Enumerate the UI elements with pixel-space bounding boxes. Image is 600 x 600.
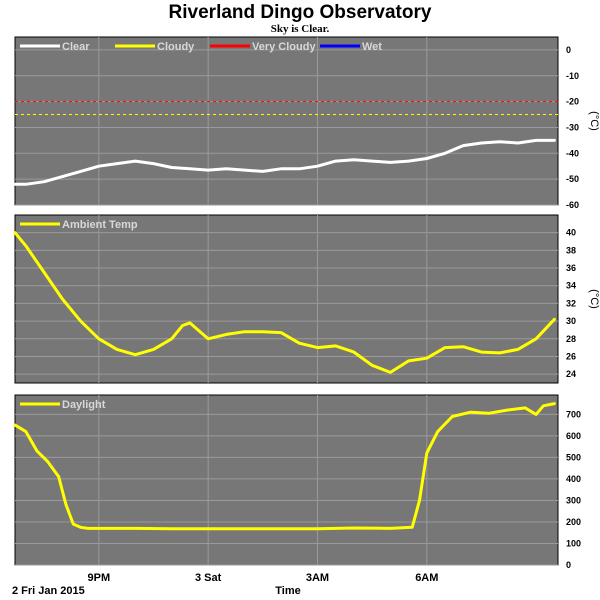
x-date-label: 2 Fri Jan 2015: [12, 585, 85, 597]
y-axis-unit: (°C): [588, 289, 600, 309]
y-tick-label: 300: [566, 495, 581, 505]
y-tick-label: 34: [566, 281, 576, 291]
legend-label: Daylight: [62, 399, 106, 411]
legend-label: Ambient Temp: [62, 219, 138, 231]
chart-title: Riverland Dingo Observatory: [169, 2, 432, 23]
chart-panels: 0 -10 -20 -30 -40 -50 -60 (°C) Clear Cloudy Very C…: [13, 36, 600, 570]
panel-background: [14, 394, 559, 566]
y-tick-label: 30: [566, 316, 576, 326]
legend-label: Clear: [62, 41, 90, 53]
x-axis-label: Time: [275, 585, 300, 597]
x-tick-labels: 9PM 3 Sat 3AM 6AM: [88, 572, 439, 584]
y-tick-label: -30: [566, 122, 579, 132]
y-tick-label: -60: [566, 200, 579, 210]
legend: Ambient Temp: [20, 219, 138, 231]
y-tick-label: 24: [566, 369, 576, 379]
chart-subtitle: Sky is Clear.: [271, 23, 330, 35]
x-tick-label: 6AM: [415, 572, 438, 584]
y-tick-label: 26: [566, 351, 576, 361]
series-line-daylight: [13, 402, 556, 531]
y-tick-label: 0: [566, 45, 571, 55]
y-tick-label: -10: [566, 71, 579, 81]
y-tick-label: 400: [566, 474, 581, 484]
panel-sky: 0 -10 -20 -30 -40 -50 -60 (°C) Clear Cloudy Very C…: [13, 36, 600, 210]
panel-background: [14, 36, 559, 206]
legend-label: Cloudy: [157, 41, 195, 53]
panel-daylight: 0 100 200 300 400 500 600 700 Daylight: [13, 394, 581, 570]
y-tick-label: 28: [566, 334, 576, 344]
panel-background: [14, 214, 559, 384]
x-axis: 9PM 3 Sat 3AM 6AM 2 Fri Jan 2015 Time: [12, 572, 438, 597]
y-tick-label: 500: [566, 452, 581, 462]
x-tick-label: 9PM: [88, 572, 111, 584]
y-tick-label: 36: [566, 263, 576, 273]
x-tick-label: 3AM: [306, 572, 329, 584]
series-line-clear: [13, 138, 556, 186]
legend-label: Very Cloudy: [252, 41, 316, 53]
y-tick-label: -50: [566, 174, 579, 184]
y-tick-label: 40: [566, 228, 576, 238]
x-tick-label: 3 Sat: [195, 572, 222, 584]
y-tick-label: 600: [566, 431, 581, 441]
y-tick-label: 100: [566, 538, 581, 548]
panel-ambient: 24 26 28 30 32 34 36 38 40 (°C) Ambient Temp: [13, 214, 600, 384]
y-tick-label: 200: [566, 517, 581, 527]
y-tick-label: -20: [566, 97, 579, 107]
y-tick-label: 700: [566, 409, 581, 419]
legend: Clear Cloudy Very Cloudy Wet: [20, 41, 382, 53]
series-line-ambient-temp: [13, 231, 556, 374]
y-tick-label: 32: [566, 298, 576, 308]
y-tick-label: 38: [566, 245, 576, 255]
legend: Daylight: [20, 399, 106, 411]
y-tick-label: -40: [566, 148, 579, 158]
legend-label: Wet: [362, 41, 382, 53]
y-tick-label: 0: [566, 560, 571, 570]
y-axis-unit: (°C): [588, 111, 600, 131]
